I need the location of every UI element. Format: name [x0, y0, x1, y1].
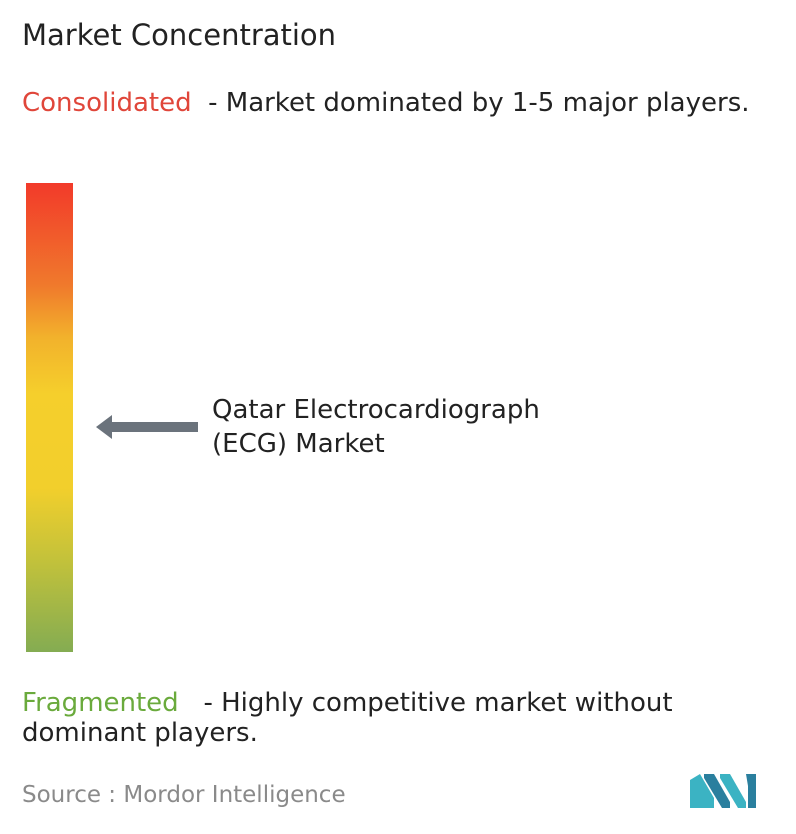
title: Market Concentration [22, 18, 337, 52]
logo-part [690, 774, 714, 808]
logo-part [704, 774, 730, 808]
market-label: Qatar Electrocardiograph (ECG) Market [212, 395, 540, 459]
consolidated-label: Consolidated [22, 88, 192, 118]
consolidated-description: - Market dominated by 1-5 major players. [208, 88, 750, 118]
fragmented-description: - Highly competitive market without domi… [22, 688, 673, 748]
logo-part [720, 774, 746, 808]
concentration-scale [26, 183, 73, 652]
logo [690, 774, 756, 808]
arrow-shape [96, 415, 198, 439]
source: Source : Mordor Intelligence [22, 782, 346, 808]
fragmented-label: Fragmented [22, 688, 179, 718]
consolidated-text: Consolidated - Market dominated by 1-5 m… [22, 88, 792, 118]
source-label: Source : [22, 782, 117, 808]
fragmented-text: Fragmented - Highly competitive market w… [22, 688, 792, 748]
logo-part [746, 774, 756, 808]
arrow [96, 415, 198, 439]
source-name: Mordor Intelligence [123, 782, 346, 808]
